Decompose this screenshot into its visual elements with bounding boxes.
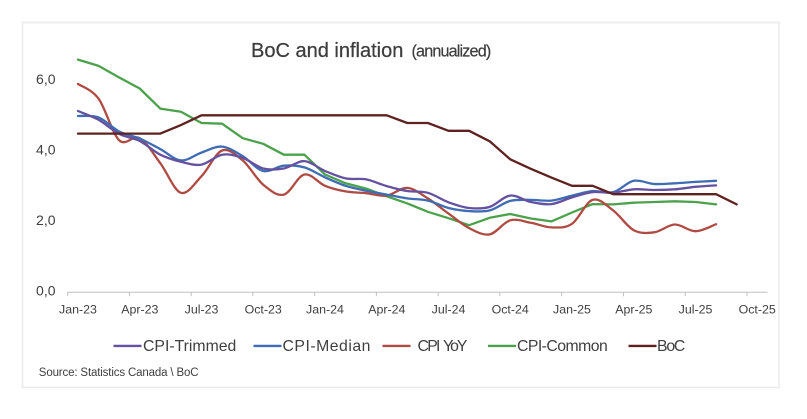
svg-text:Apr-23: Apr-23 — [121, 303, 158, 317]
svg-text:CPI-Common: CPI-Common — [517, 338, 607, 355]
svg-text:YoY: YoY — [443, 338, 468, 355]
svg-text:Jan-24: Jan-24 — [306, 303, 344, 317]
svg-text:Jan-23: Jan-23 — [59, 303, 97, 317]
svg-text:Oct-23: Oct-23 — [245, 303, 282, 317]
svg-text:6,0: 6,0 — [36, 71, 56, 87]
svg-text:CPI: CPI — [418, 338, 440, 355]
svg-text:Source: Statistics Canada \ Bo: Source: Statistics Canada \ BoC — [39, 367, 199, 379]
svg-text:CPI-Trimmed: CPI-Trimmed — [143, 338, 236, 355]
svg-text:Jul-25: Jul-25 — [679, 303, 713, 317]
svg-text:Oct-24: Oct-24 — [492, 303, 529, 317]
svg-text:2,0: 2,0 — [36, 212, 56, 228]
svg-text:Apr-25: Apr-25 — [615, 303, 652, 317]
svg-text:CPI-Median: CPI-Median — [283, 338, 371, 355]
svg-text:Jul-23: Jul-23 — [185, 303, 219, 317]
svg-text:Apr-24: Apr-24 — [368, 303, 405, 317]
svg-text:0,0: 0,0 — [36, 283, 56, 299]
svg-text:4,0: 4,0 — [36, 142, 56, 158]
svg-text:Jan-25: Jan-25 — [553, 303, 591, 317]
svg-text:BoC and inflation: BoC and inflation — [251, 40, 403, 62]
svg-text:BoC: BoC — [657, 338, 685, 355]
svg-text:Oct-25: Oct-25 — [739, 303, 776, 317]
svg-text:(annualized): (annualized) — [412, 43, 491, 61]
svg-text:Jul-24: Jul-24 — [432, 303, 466, 317]
